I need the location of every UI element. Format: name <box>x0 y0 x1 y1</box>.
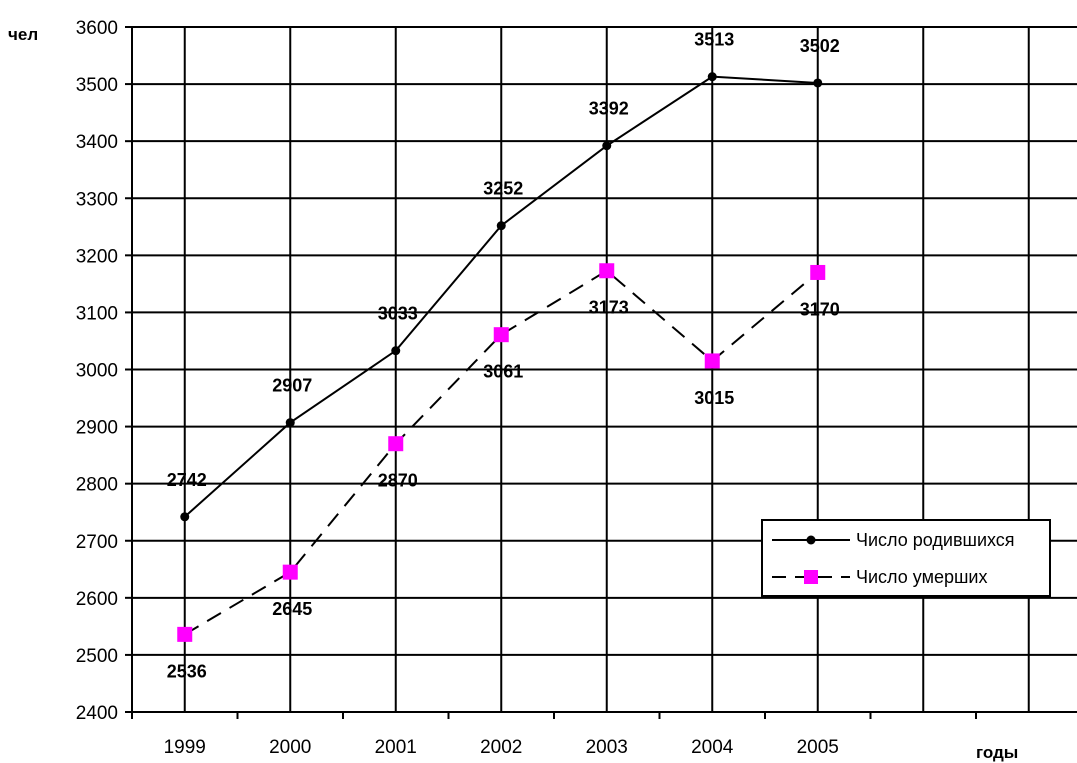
y-tick-label: 3200 <box>76 246 118 267</box>
y-tick-label: 2900 <box>76 418 118 439</box>
point-births <box>496 221 506 231</box>
y-tick-label: 3000 <box>76 361 118 382</box>
data-label-births: 2907 <box>272 376 312 396</box>
y-tick-label: 2500 <box>76 646 118 667</box>
point-deaths <box>177 626 193 642</box>
data-label-deaths: 3170 <box>800 299 840 319</box>
data-label-deaths: 2536 <box>167 661 207 681</box>
y-tick-label: 3100 <box>76 303 118 324</box>
point-deaths <box>599 263 615 279</box>
point-deaths <box>493 327 509 343</box>
x-tick-label: 2004 <box>691 737 734 758</box>
data-label-deaths: 2870 <box>378 471 418 491</box>
x-tick-label: 2005 <box>797 737 839 758</box>
x-axis-label: годы <box>976 743 1018 762</box>
data-label-births: 3033 <box>378 304 418 324</box>
data-label-births: 3392 <box>589 99 629 119</box>
point-births <box>602 141 612 151</box>
x-tick-label: 2001 <box>375 737 417 758</box>
data-label-deaths: 3015 <box>694 388 734 408</box>
legend-marker-deaths <box>804 570 818 584</box>
data-label-deaths: 3061 <box>483 362 523 382</box>
data-label-births: 3502 <box>800 36 840 56</box>
legend: Число родившихся Число умерших <box>761 519 1051 597</box>
data-labels: 2742 2907 3033 3252 3392 3513 3502 2536 2645 2870… <box>167 30 840 682</box>
point-births <box>391 346 401 356</box>
data-label-births: 2742 <box>167 470 207 490</box>
x-tick-label: 2000 <box>269 737 311 758</box>
data-label-births: 3252 <box>483 179 523 199</box>
point-deaths <box>704 353 720 369</box>
x-tick-label: 2003 <box>586 737 628 758</box>
y-axis-ticks: 2400 2500 2600 2700 2800 2900 3000 3100 3200 3300… <box>76 18 132 724</box>
point-deaths <box>388 436 404 452</box>
y-tick-label: 2600 <box>76 589 118 610</box>
point-births <box>180 512 190 522</box>
legend-label-births: Число родившихся <box>856 530 1015 550</box>
point-deaths <box>282 564 298 580</box>
point-births <box>813 78 823 88</box>
point-deaths <box>810 264 826 280</box>
y-tick-label: 2800 <box>76 475 118 496</box>
y-axis-label: чел <box>8 25 38 44</box>
legend-label-deaths: Число умерших <box>856 567 987 587</box>
y-tick-label: 3400 <box>76 132 118 153</box>
data-label-deaths: 2645 <box>272 599 312 619</box>
data-label-deaths: 3173 <box>589 298 629 318</box>
y-tick-label: 2400 <box>76 703 118 724</box>
x-tick-label: 2002 <box>480 737 522 758</box>
x-tick-label: 1999 <box>164 737 206 758</box>
legend-marker-births <box>806 535 816 545</box>
y-tick-label: 3500 <box>76 75 118 96</box>
y-tick-label: 2700 <box>76 532 118 553</box>
data-label-births: 3513 <box>694 30 734 50</box>
y-tick-label: 3600 <box>76 18 118 39</box>
point-births <box>707 72 717 82</box>
point-births <box>285 418 295 428</box>
x-axis-ticks: 1999 2000 2001 2002 2003 2004 2005 <box>131 712 977 758</box>
chart-series <box>177 72 826 642</box>
y-tick-label: 3300 <box>76 189 118 210</box>
